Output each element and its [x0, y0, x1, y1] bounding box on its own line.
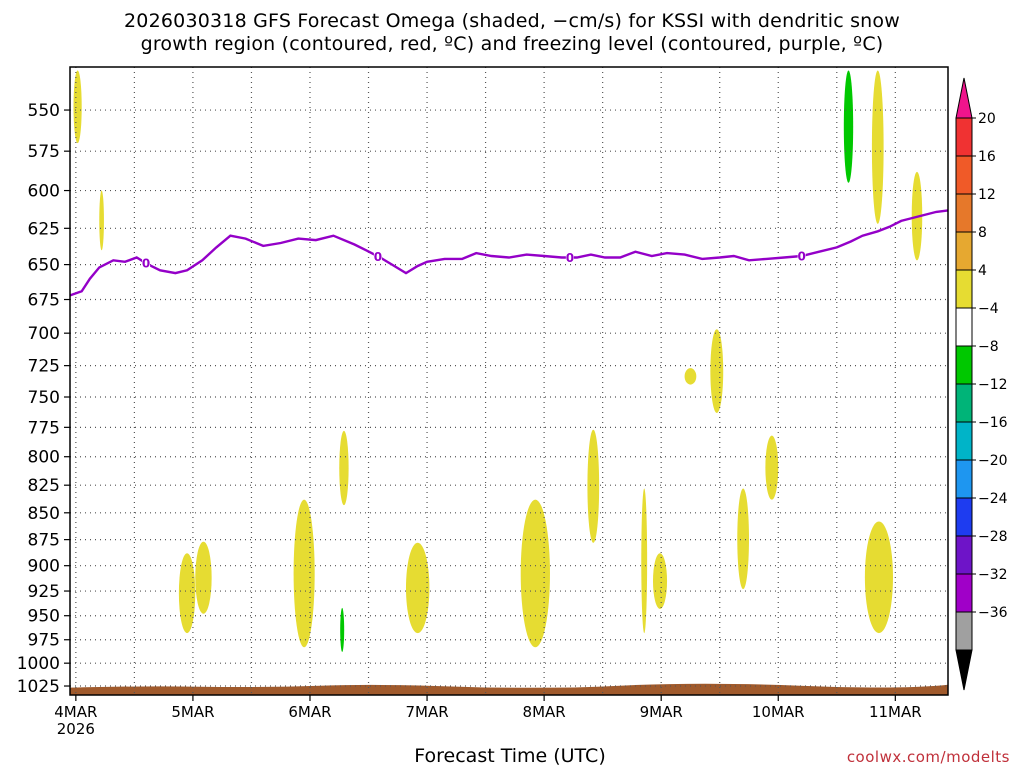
freezing-level-line — [69, 209, 949, 297]
colorbar-swatch-5 — [955, 307, 973, 347]
x-tick-label-1: 5MAR — [171, 703, 214, 721]
colorbar-swatch-10 — [955, 497, 973, 537]
y-tick-label-17: 975 — [28, 631, 60, 651]
y-tick-label-19: 1025 — [17, 677, 60, 697]
colorbar-swatch-13 — [955, 611, 973, 651]
omega-region-2 — [178, 553, 196, 634]
colorbar-label-13: −36 — [978, 605, 1008, 621]
freezing-level-label-bg-0 — [142, 257, 151, 270]
colorbar-label-10: −24 — [978, 491, 1008, 507]
freezing-level-label-bg-1 — [373, 250, 382, 263]
colorbar-label-8: −16 — [978, 415, 1008, 431]
colorbar-label-5: −4 — [978, 301, 999, 317]
colorbar-label-6: −8 — [978, 339, 999, 355]
colorbar-swatch-4 — [955, 269, 973, 309]
ground-surface — [70, 687, 948, 695]
colorbar: 20 16 12 8 4 −4 −8 −12 −16 −20 −24 −28 −32 −36 — [955, 77, 1008, 691]
y-tick-label-8: 750 — [28, 388, 60, 408]
y-tick-label-5: 675 — [28, 291, 60, 311]
y-tick-label-9: 775 — [28, 418, 60, 438]
omega-region-6 — [340, 607, 345, 653]
y-tick-label-12: 850 — [28, 504, 60, 524]
omega-region-0 — [73, 70, 82, 144]
colorbar-swatch-11 — [955, 535, 973, 575]
colorbar-swatch-6 — [955, 345, 973, 385]
omega-region-10 — [641, 488, 648, 634]
colorbar-label-1: 16 — [978, 149, 996, 165]
omega-region-16 — [864, 521, 893, 634]
colorbar-label-4: 4 — [978, 263, 987, 279]
colorbar-label-3: 8 — [978, 225, 987, 241]
x-tick-label-3: 7MAR — [405, 703, 448, 721]
colorbar-label-9: −20 — [978, 453, 1008, 469]
colorbar-swatch-8 — [955, 421, 973, 461]
omega-region-4 — [293, 499, 315, 648]
colorbar-swatch-12 — [955, 573, 973, 613]
credit-link[interactable]: coolwx.com/modelts — [846, 748, 1010, 766]
y-tick-label-16: 950 — [28, 607, 60, 627]
x-tick-label-5: 9MAR — [640, 703, 683, 721]
chart-title-line-1: 2026030318 GFS Forecast Omega (shaded, −… — [124, 10, 900, 32]
y-tick-label-3: 625 — [28, 219, 60, 239]
colorbar-swatch-3 — [955, 231, 973, 271]
colorbar-swatch-0 — [955, 117, 973, 157]
omega-region-8 — [520, 499, 550, 648]
x-tick-label-0: 4MAR — [54, 703, 97, 721]
x-year-label: 2026 — [57, 720, 95, 738]
y-tick-label-15: 925 — [28, 582, 60, 602]
x-tick-label-4: 8MAR — [523, 703, 566, 721]
colorbar-swatch-2 — [955, 193, 973, 233]
omega-region-1 — [99, 190, 104, 251]
y-tick-label-18: 1000 — [17, 654, 60, 674]
colorbar-label-2: 12 — [978, 187, 996, 203]
colorbar-bottom-triangle — [955, 649, 973, 691]
ground-surface-top — [70, 683, 948, 689]
freezing-level-label-2: 0 — [566, 251, 574, 265]
omega-region-7 — [405, 542, 430, 634]
y-tick-label-14: 900 — [28, 557, 60, 577]
omega-region-11 — [652, 553, 668, 609]
x-tick-label-2: 6MAR — [288, 703, 331, 721]
y-tick-label-13: 875 — [28, 531, 60, 551]
omega-region-9 — [587, 429, 600, 543]
colorbar-swatch-1 — [955, 155, 973, 195]
omega-region-12 — [684, 368, 697, 385]
y-tick-label-2: 600 — [28, 182, 60, 202]
y-tick-label-4: 650 — [28, 256, 60, 276]
omega-region-3 — [195, 541, 212, 614]
omega-region-13 — [710, 329, 724, 413]
y-tick-label-6: 700 — [28, 324, 60, 344]
plot-area: 0 0 0 0 550 575 600 625 650 675 700 725 750 775 800 825… — [17, 66, 949, 738]
colorbar-label-7: −12 — [978, 377, 1008, 393]
omega-region-17 — [843, 70, 854, 183]
omega-region-14 — [737, 488, 749, 590]
x-axis-label: Forecast Time (UTC) — [414, 745, 606, 767]
y-tick-label-0: 550 — [28, 101, 60, 121]
freezing-level-label-3: 0 — [797, 250, 805, 264]
omega-region-5 — [339, 430, 349, 506]
x-tick-label-6: 10MAR — [752, 703, 805, 721]
omega-region-15 — [765, 435, 779, 500]
y-tick-label-10: 800 — [28, 448, 60, 468]
y-tick-label-11: 825 — [28, 476, 60, 496]
colorbar-swatch-7 — [955, 383, 973, 423]
colorbar-top-triangle — [955, 77, 973, 119]
colorbar-swatch-9 — [955, 459, 973, 499]
y-tick-label-1: 575 — [28, 142, 60, 162]
x-tick-label-7: 11MAR — [869, 703, 922, 721]
omega-region-18 — [871, 70, 884, 224]
plot-frame — [69, 66, 949, 696]
colorbar-label-11: −28 — [978, 529, 1008, 545]
y-tick-label-7: 725 — [28, 357, 60, 377]
freezing-level-label-1: 0 — [374, 250, 382, 264]
chart-title-line-2: growth region (contoured, red, ºC) and f… — [140, 33, 884, 55]
freezing-level-label-0: 0 — [142, 257, 150, 271]
freezing-level-label-bg-2 — [565, 251, 574, 264]
freezing-level-label-bg-3 — [797, 250, 806, 263]
colorbar-label-12: −32 — [978, 567, 1008, 583]
colorbar-label-0: 20 — [978, 111, 996, 127]
